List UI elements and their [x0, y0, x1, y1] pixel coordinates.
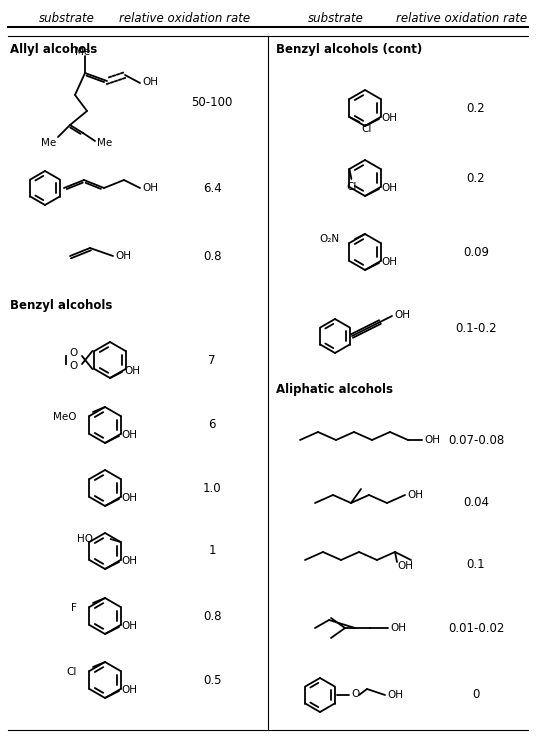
Text: HO: HO — [77, 534, 93, 544]
Text: substrate: substrate — [308, 12, 364, 24]
Text: Me: Me — [41, 138, 56, 148]
Text: OH: OH — [121, 621, 137, 631]
Text: 0.5: 0.5 — [203, 673, 221, 687]
Text: 6.4: 6.4 — [203, 182, 221, 194]
Text: Allyl alcohols: Allyl alcohols — [10, 43, 97, 57]
Text: 0.09: 0.09 — [463, 246, 489, 258]
Text: OH: OH — [387, 690, 403, 700]
Text: O: O — [69, 348, 77, 358]
Text: Cl: Cl — [361, 124, 372, 134]
Text: Cl: Cl — [66, 667, 77, 677]
Text: OH: OH — [390, 623, 406, 633]
Text: MeO: MeO — [54, 412, 77, 422]
Text: OH: OH — [121, 685, 137, 695]
Text: OH: OH — [424, 435, 440, 445]
Text: OH: OH — [124, 366, 140, 376]
Text: OH: OH — [121, 493, 137, 503]
Text: OH: OH — [121, 430, 137, 440]
Text: OH: OH — [407, 490, 423, 500]
Text: 0.8: 0.8 — [203, 250, 221, 263]
Text: OH: OH — [121, 556, 137, 566]
Text: 0.1: 0.1 — [467, 559, 485, 571]
Text: OH: OH — [115, 251, 131, 261]
Text: OH: OH — [142, 77, 158, 87]
Text: O₂N: O₂N — [319, 234, 339, 244]
Text: 0.2: 0.2 — [467, 102, 485, 115]
Text: 0.04: 0.04 — [463, 497, 489, 509]
Text: 0.01-0.02: 0.01-0.02 — [448, 621, 504, 634]
Text: 1.0: 1.0 — [203, 481, 221, 495]
Text: 0.8: 0.8 — [203, 609, 221, 623]
Text: Benzyl alcohols: Benzyl alcohols — [10, 300, 113, 313]
Text: 0.2: 0.2 — [467, 171, 485, 185]
Text: OH: OH — [381, 257, 397, 267]
Text: 7: 7 — [209, 353, 216, 367]
Text: O: O — [69, 361, 77, 371]
Text: 1: 1 — [209, 545, 216, 557]
Text: OH: OH — [397, 561, 413, 571]
Text: relative oxidation rate: relative oxidation rate — [120, 12, 250, 24]
Text: Me: Me — [76, 47, 91, 57]
Text: OH: OH — [381, 183, 397, 193]
Text: Benzyl alcohols (cont): Benzyl alcohols (cont) — [276, 43, 422, 57]
Text: OH: OH — [142, 183, 158, 193]
Text: Cl: Cl — [346, 182, 356, 192]
Text: Me: Me — [97, 138, 112, 148]
Text: 50-100: 50-100 — [191, 96, 233, 110]
Text: Aliphatic alcohols: Aliphatic alcohols — [276, 383, 393, 397]
Text: 0.1-0.2: 0.1-0.2 — [455, 322, 497, 334]
Text: OH: OH — [394, 310, 410, 320]
Text: OH: OH — [381, 113, 397, 123]
Text: 6: 6 — [209, 419, 216, 431]
Text: substrate: substrate — [39, 12, 95, 24]
Text: 0.07-0.08: 0.07-0.08 — [448, 434, 504, 447]
Text: 0: 0 — [472, 688, 480, 701]
Text: O: O — [351, 689, 359, 699]
Text: F: F — [71, 603, 77, 613]
Text: relative oxidation rate: relative oxidation rate — [397, 12, 527, 24]
